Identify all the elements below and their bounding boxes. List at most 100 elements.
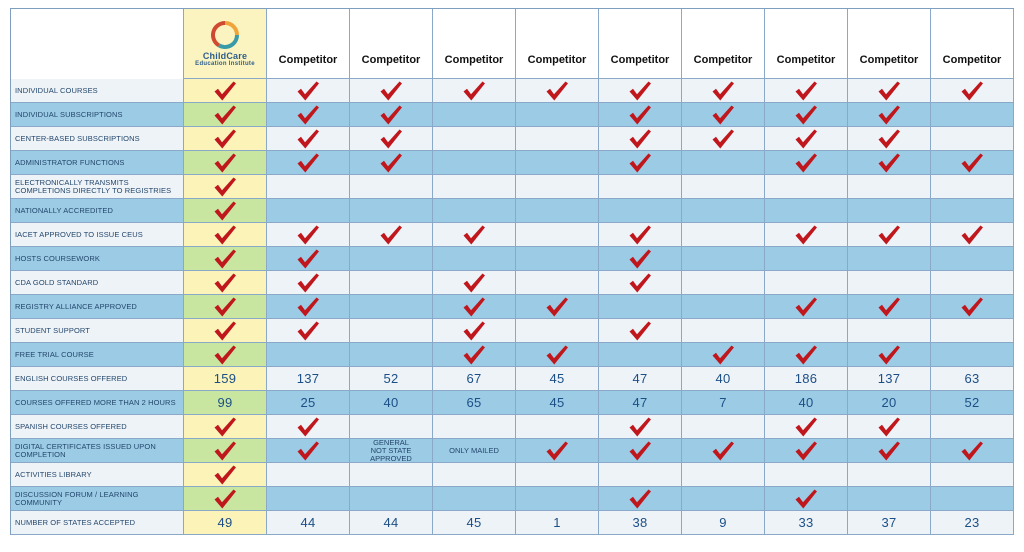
- competitor-cell: [267, 295, 350, 319]
- competitor-cell: [516, 343, 599, 367]
- competitor-cell: [433, 223, 516, 247]
- competitor-cell: [516, 103, 599, 127]
- checkmark-icon: [546, 81, 568, 100]
- checkmark-icon: [629, 489, 651, 508]
- value-number: 38: [632, 515, 648, 530]
- competitor-cell: [267, 223, 350, 247]
- competitor-cell: [848, 415, 931, 439]
- checkmark-icon: [297, 225, 319, 244]
- value-number: 40: [383, 395, 399, 410]
- competitor-cell: [267, 175, 350, 199]
- competitor-cell: 1: [516, 511, 599, 535]
- competitor-cell: [516, 223, 599, 247]
- competitor-cell: [599, 295, 682, 319]
- feature-label: Nationally Accredited: [11, 199, 184, 223]
- competitor-header: Competitor: [350, 9, 433, 79]
- competitor-cell: General Not State Approved: [350, 439, 433, 463]
- value-number: 40: [798, 395, 814, 410]
- competitor-cell: [848, 127, 931, 151]
- competitor-cell: [516, 487, 599, 511]
- feature-label: Individual Courses: [11, 79, 184, 103]
- checkmark-icon: [878, 297, 900, 316]
- feature-label: Individual Subscriptions: [11, 103, 184, 127]
- competitor-cell: [599, 319, 682, 343]
- competitor-cell: [433, 151, 516, 175]
- competitor-cell: 9: [682, 511, 765, 535]
- competitor-cell: [765, 79, 848, 103]
- value-number: 1: [553, 515, 561, 530]
- checkmark-icon: [961, 441, 983, 460]
- competitor-cell: 33: [765, 511, 848, 535]
- value-number: 23: [964, 515, 980, 530]
- competitor-cell: [267, 151, 350, 175]
- competitor-cell: 47: [599, 391, 682, 415]
- feature-label: Courses Offered More Than 2 Hours: [11, 391, 184, 415]
- checkmark-icon: [214, 225, 236, 244]
- competitor-cell: 65: [433, 391, 516, 415]
- checkmark-icon: [214, 321, 236, 340]
- competitor-cell: [848, 295, 931, 319]
- checkmark-icon: [214, 129, 236, 148]
- checkmark-icon: [214, 441, 236, 460]
- checkmark-icon: [878, 129, 900, 148]
- feature-label: Center-Based Subscriptions: [11, 127, 184, 151]
- checkmark-icon: [297, 105, 319, 124]
- competitor-cell: [848, 103, 931, 127]
- feature-label: Number of States Accepted: [11, 511, 184, 535]
- checkmark-icon: [795, 81, 817, 100]
- competitor-cell: [350, 247, 433, 271]
- competitor-cell: [350, 463, 433, 487]
- competitor-cell: [516, 463, 599, 487]
- competitor-cell: 23: [931, 511, 1014, 535]
- competitor-cell: [765, 199, 848, 223]
- feature-label: English Courses Offered: [11, 367, 184, 391]
- competitor-cell: [931, 439, 1014, 463]
- value-number: 49: [217, 515, 233, 530]
- value-number: 67: [466, 371, 482, 386]
- competitor-cell: [682, 199, 765, 223]
- checkmark-icon: [629, 153, 651, 172]
- checkmark-icon: [629, 273, 651, 292]
- checkmark-icon: [878, 225, 900, 244]
- competitor-cell: [350, 295, 433, 319]
- value-number: 99: [217, 395, 233, 410]
- competitor-cell: [931, 463, 1014, 487]
- header-corner: [11, 9, 184, 79]
- competitor-cell: [765, 415, 848, 439]
- competitor-cell: [599, 79, 682, 103]
- value-number: 45: [549, 395, 565, 410]
- competitor-cell: [350, 175, 433, 199]
- value-number: 52: [964, 395, 980, 410]
- competitor-cell: [931, 103, 1014, 127]
- value-note: Only Mailed: [449, 445, 499, 455]
- checkmark-icon: [878, 345, 900, 364]
- competitor-cell: [682, 487, 765, 511]
- checkmark-icon: [463, 321, 485, 340]
- cei-cell: 49: [184, 511, 267, 535]
- competitor-cell: [516, 199, 599, 223]
- competitor-cell: [267, 343, 350, 367]
- competitor-cell: [765, 463, 848, 487]
- checkmark-icon: [795, 105, 817, 124]
- competitor-cell: [267, 247, 350, 271]
- checkmark-icon: [878, 153, 900, 172]
- value-number: 45: [466, 515, 482, 530]
- competitor-cell: [433, 487, 516, 511]
- competitor-cell: [350, 199, 433, 223]
- checkmark-icon: [214, 249, 236, 268]
- cei-cell: [184, 151, 267, 175]
- competitor-cell: [682, 79, 765, 103]
- competitor-cell: [765, 439, 848, 463]
- cei-cell: [184, 415, 267, 439]
- competitor-cell: [765, 127, 848, 151]
- competitor-header: Competitor: [682, 9, 765, 79]
- competitor-cell: 47: [599, 367, 682, 391]
- competitor-header: Competitor: [516, 9, 599, 79]
- competitor-cell: [765, 271, 848, 295]
- checkmark-icon: [214, 489, 236, 508]
- checkmark-icon: [214, 201, 236, 220]
- competitor-cell: [516, 247, 599, 271]
- competitor-cell: [765, 319, 848, 343]
- competitor-cell: [682, 151, 765, 175]
- checkmark-icon: [795, 153, 817, 172]
